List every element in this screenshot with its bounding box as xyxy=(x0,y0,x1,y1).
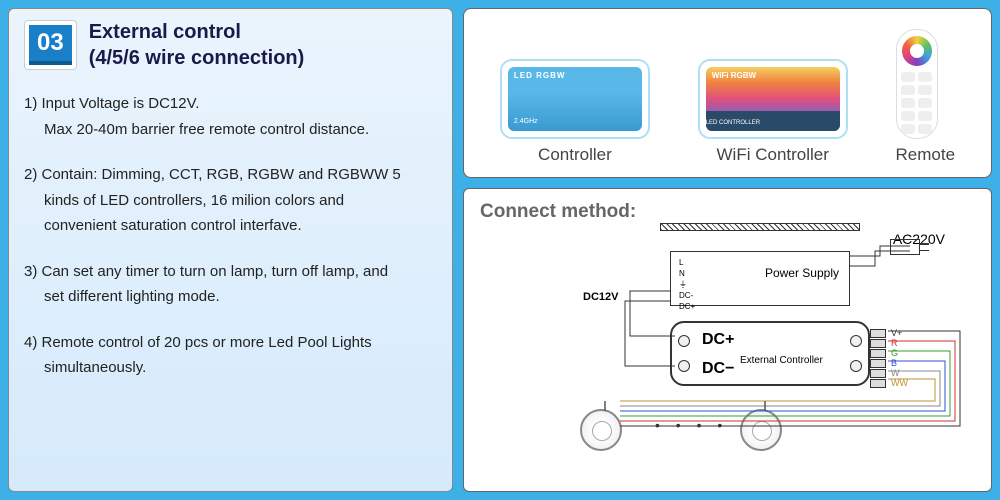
psu-n: N xyxy=(679,268,695,279)
feature-1: 1) Input Voltage is DC12V. Max 20-40m ba… xyxy=(24,91,437,142)
psu-dcm: DC- xyxy=(679,290,695,301)
feature-3-sub: set different lighting mode. xyxy=(24,284,437,310)
remote-label: Remote xyxy=(896,145,956,165)
psu-l: L xyxy=(679,257,695,268)
feature-1-main: 1) Input Voltage is DC12V. xyxy=(24,91,437,117)
title-line2: (4/5/6 wire connection) xyxy=(89,45,305,71)
feature-4-main: 4) Remote control of 20 pcs or more Led … xyxy=(24,330,437,356)
badge-number: 03 xyxy=(29,25,72,65)
section-title: External control (4/5/6 wire connection) xyxy=(89,19,305,71)
psu-g: ⏚ xyxy=(679,279,695,290)
feature-2: 2) Contain: Dimming, CCT, RGB, RGBW and … xyxy=(24,162,437,239)
feature-3: 3) Can set any timer to turn on lamp, tu… xyxy=(24,259,437,310)
output-terminals xyxy=(870,329,886,389)
device-remote: Remote xyxy=(896,29,956,165)
devices-panel: Controller LED CONTROLLER WiFi Controlle… xyxy=(463,8,992,178)
psu-label: Power Supply xyxy=(765,266,839,280)
wifi-controller-label: WiFi Controller xyxy=(698,145,848,165)
wiring-diagram: AC220V L N ⏚ DC- DC+ Power Supply DC12V xyxy=(480,231,975,461)
title-line1: External control xyxy=(89,19,305,45)
feature-list: 1) Input Voltage is DC12V. Max 20-40m ba… xyxy=(24,91,437,381)
feature-1-sub: Max 20-40m barrier free remote control d… xyxy=(24,117,437,143)
dc-plus-label: DC+ xyxy=(702,331,734,349)
feature-2-sub1: kinds of LED controllers, 16 milion colo… xyxy=(24,188,437,214)
feature-3-main: 3) Can set any timer to turn on lamp, tu… xyxy=(24,259,437,285)
remote-image xyxy=(896,29,938,139)
power-supply-box: L N ⏚ DC- DC+ Power Supply xyxy=(670,251,850,306)
external-controller-box: DC+ DC− External Controller xyxy=(670,321,870,386)
feature-4-sub: simultaneously. xyxy=(24,355,437,381)
dc12v-label: DC12V xyxy=(583,291,618,303)
psu-dcp: DC+ xyxy=(679,301,695,312)
controller-image xyxy=(500,59,650,139)
device-wifi-controller: LED CONTROLLER WiFi Controller xyxy=(698,59,848,165)
hatch-bar xyxy=(660,223,860,231)
controller-label: Controller xyxy=(500,145,650,165)
left-info-panel: 03 External control (4/5/6 wire connecti… xyxy=(8,8,453,492)
plug-icon xyxy=(890,239,920,255)
ext-ctrl-label: External Controller xyxy=(740,355,823,366)
panel-header: 03 External control (4/5/6 wire connecti… xyxy=(24,19,437,71)
feature-2-sub2: convenient saturation control interfave. xyxy=(24,213,437,239)
led-controller-text: LED CONTROLLER xyxy=(706,120,760,126)
feature-2-main: 2) Contain: Dimming, CCT, RGB, RGBW and … xyxy=(24,162,437,188)
led-light-2 xyxy=(740,409,782,451)
led-light-1 xyxy=(580,409,622,451)
wifi-controller-image: LED CONTROLLER xyxy=(698,59,848,139)
device-controller: Controller xyxy=(500,59,650,165)
color-wheel-icon xyxy=(902,36,932,66)
ellipsis-dots: • • • • xyxy=(655,417,728,433)
section-badge: 03 xyxy=(24,20,77,70)
dc-minus-label: DC− xyxy=(702,360,734,378)
feature-4: 4) Remote control of 20 pcs or more Led … xyxy=(24,330,437,381)
diagram-title: Connect method: xyxy=(480,201,975,223)
diagram-panel: Connect method: AC220V L N ⏚ DC- DC+ Pow… xyxy=(463,188,992,492)
